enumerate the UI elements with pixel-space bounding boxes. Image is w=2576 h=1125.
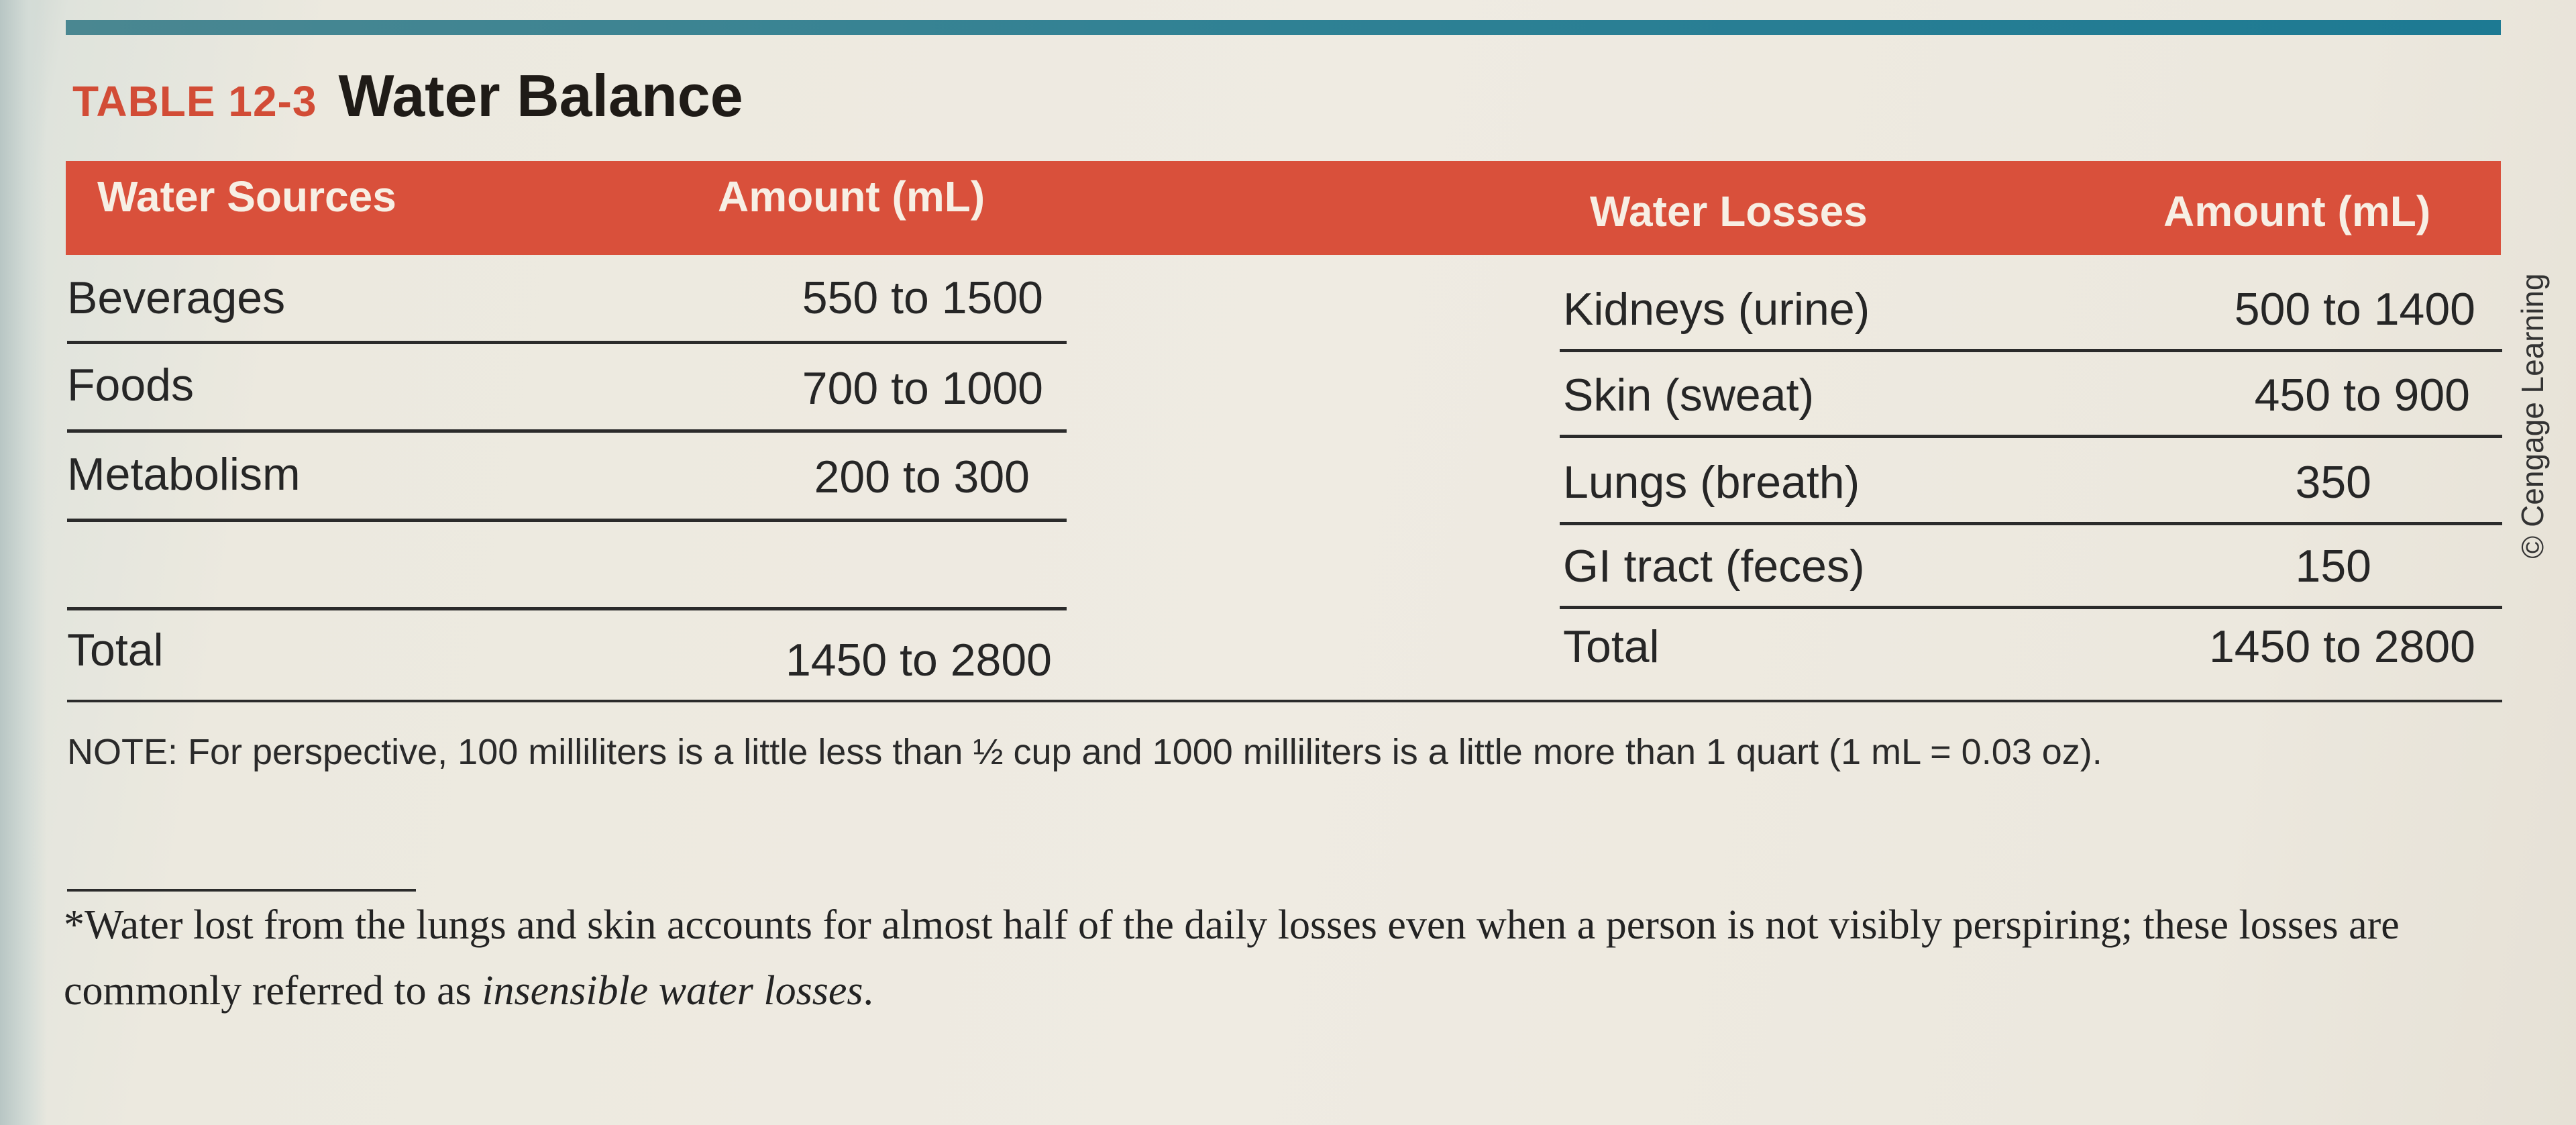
header-sources-amount: Amount (mL) bbox=[718, 172, 985, 221]
row-divider bbox=[1560, 606, 2502, 609]
row-divider bbox=[67, 429, 1067, 433]
loss-amount: 150 bbox=[2295, 541, 2371, 592]
source-name: Metabolism bbox=[67, 449, 301, 500]
row-divider bbox=[1560, 435, 2502, 438]
source-amount: 550 to 1500 bbox=[802, 272, 1043, 323]
footnote-end: . bbox=[863, 968, 874, 1014]
loss-amount: 450 to 900 bbox=[2254, 370, 2470, 421]
footnote-text: *Water lost from the lungs and skin acco… bbox=[64, 902, 2400, 1014]
loss-amount: 350 bbox=[2295, 457, 2371, 508]
source-name: Foods bbox=[67, 360, 194, 411]
loss-name: Lungs (breath) bbox=[1563, 457, 1860, 508]
loss-name: Kidneys (urine) bbox=[1563, 284, 1870, 335]
sources-total-amount: 1450 to 2800 bbox=[785, 635, 1052, 686]
row-divider bbox=[67, 607, 1067, 610]
loss-name: GI tract (feces) bbox=[1563, 541, 1865, 592]
table-number: TABLE 12-3 bbox=[72, 77, 317, 125]
table-title: TABLE 12-3 Water Balance bbox=[72, 62, 743, 130]
cengage-credit: © Cengage Learning bbox=[2515, 273, 2550, 559]
table-header-band bbox=[66, 161, 2501, 255]
source-amount: 700 to 1000 bbox=[802, 363, 1043, 414]
row-divider bbox=[1560, 522, 2502, 525]
footnote-divider bbox=[67, 889, 416, 892]
header-losses-amount: Amount (mL) bbox=[2163, 187, 2431, 235]
footnote-emphasis: insensible water losses bbox=[482, 968, 863, 1014]
loss-name: Skin (sweat) bbox=[1563, 370, 1815, 421]
row-divider bbox=[67, 519, 1067, 522]
sources-total-label: Total bbox=[67, 625, 164, 676]
losses-total-amount: 1450 to 2800 bbox=[2208, 621, 2475, 672]
source-name: Beverages bbox=[67, 272, 286, 323]
source-amount: 200 to 300 bbox=[814, 451, 1030, 502]
loss-amount: 500 to 1400 bbox=[2234, 284, 2475, 335]
header-water-losses: Water Losses bbox=[1590, 187, 1868, 235]
page-edge-shadow bbox=[0, 0, 47, 1125]
footnote: *Water lost from the lungs and skin acco… bbox=[64, 892, 2532, 1024]
row-divider bbox=[67, 341, 1067, 344]
table-heading: Water Balance bbox=[338, 62, 743, 129]
top-teal-rule bbox=[66, 20, 2501, 35]
row-divider bbox=[1560, 349, 2502, 352]
table-bottom-rule bbox=[67, 700, 2502, 702]
table-note: NOTE: For perspective, 100 milliliters i… bbox=[67, 732, 2102, 772]
losses-total-label: Total bbox=[1563, 621, 1660, 672]
header-water-sources: Water Sources bbox=[97, 172, 396, 221]
